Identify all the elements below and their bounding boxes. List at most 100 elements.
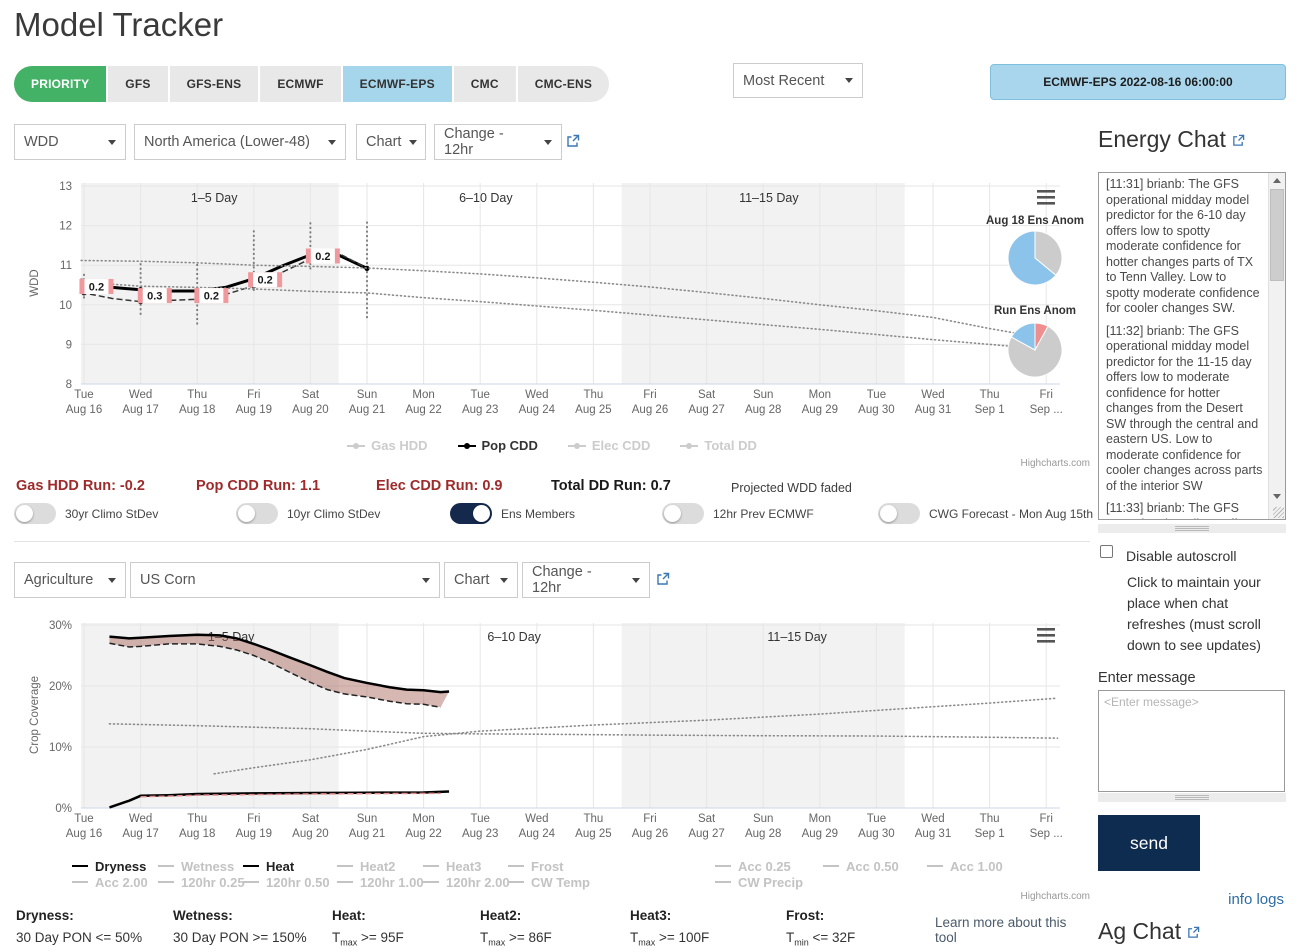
legend-item-elec-cdd[interactable]: Elec CDD [567, 438, 650, 453]
tab-priority[interactable]: PRIORITY [14, 66, 107, 102]
legend-item-heat3[interactable]: Heat3 [423, 858, 510, 874]
svg-text:Sep 1: Sep 1 [975, 404, 1005, 416]
legend-marker [567, 442, 586, 449]
legend-item-120hr-1-00[interactable]: 120hr 1.00 [337, 874, 424, 890]
svg-text:Aug 28: Aug 28 [745, 404, 781, 416]
legend-column: Acc 0.25 CW Precip [715, 858, 803, 890]
external-link-icon[interactable] [1232, 126, 1245, 153]
legend-label: Heat [266, 858, 295, 874]
legend-item-wetness[interactable]: Wetness [158, 858, 245, 874]
toggle-cwg-forecast-mon-aug-15th: CWG Forecast - Mon Aug 15th [878, 503, 1093, 524]
toggle-switch[interactable] [450, 503, 492, 524]
ag-select-3[interactable]: Chart [444, 562, 518, 598]
legend-item-frost[interactable]: Frost [508, 858, 590, 874]
input-resize-handle[interactable] [1098, 793, 1286, 802]
legend-item-pop-cdd[interactable]: Pop CDD [457, 438, 538, 453]
legend-item-120hr-2-00[interactable]: 120hr 2.00 [423, 874, 510, 890]
legend-label: Heat2 [360, 858, 396, 874]
svg-text:10%: 10% [49, 742, 72, 754]
legend-marker [508, 865, 524, 867]
run-stat: Total DD Run: 0.7 [551, 478, 671, 494]
toggle-label: CWG Forecast - Mon Aug 15th [929, 506, 1094, 521]
svg-text:Aug 21: Aug 21 [349, 404, 385, 416]
svg-text:Aug 22: Aug 22 [405, 404, 441, 416]
learn-more-link[interactable]: Learn more about this tool [935, 915, 1067, 945]
legend-item-acc-2-00[interactable]: Acc 2.00 [72, 874, 148, 890]
tab-cmc[interactable]: CMC [453, 66, 516, 102]
svg-text:9: 9 [66, 339, 72, 351]
tab-gfs-ens[interactable]: GFS-ENS [169, 66, 259, 102]
legend-item-acc-0-25[interactable]: Acc 0.25 [715, 858, 803, 874]
run-recency-select[interactable]: Most Recent [733, 63, 863, 98]
chart-context-menu-icon[interactable] [1037, 190, 1055, 205]
ag-select-4[interactable]: Change - 12hr [522, 562, 650, 598]
legend-item-heat2[interactable]: Heat2 [337, 858, 424, 874]
ag-select-2[interactable]: US Corn [130, 562, 440, 598]
disable-autoscroll-checkbox[interactable] [1100, 545, 1113, 558]
wdd-select-3[interactable]: Chart [356, 124, 426, 160]
chevron-down-icon [328, 139, 336, 145]
toggle-12hr-prev-ecmwf: 12hr Prev ECMWF [662, 503, 814, 524]
resize-grip-icon[interactable] [1273, 507, 1284, 518]
svg-text:Aug 27: Aug 27 [688, 828, 724, 840]
toggle-30yr-climo-stdev: 30yr Climo StDev [14, 503, 158, 524]
tab-ecmwf[interactable]: ECMWF [260, 66, 341, 102]
scroll-up-icon[interactable] [1273, 178, 1281, 183]
svg-text:Aug 30: Aug 30 [858, 828, 894, 840]
external-link-icon[interactable] [656, 572, 670, 586]
scrollbar-thumb[interactable] [1270, 189, 1284, 281]
toggle-label: 12hr Prev ECMWF [713, 506, 814, 521]
legend-item-heat[interactable]: Heat [243, 858, 330, 874]
definition-dryness: Dryness: 30 Day PON <= 50% [16, 908, 142, 945]
legend-item-acc-0-50[interactable]: Acc 0.50 [823, 858, 899, 874]
legend-item-gas-hdd[interactable]: Gas HDD [347, 438, 428, 453]
chat-scrollbar[interactable] [1268, 173, 1285, 519]
external-link-icon[interactable] [566, 134, 580, 148]
definition-wetness: Wetness: 30 Day PON >= 150% [173, 908, 307, 945]
legend-item-120hr-0-25[interactable]: 120hr 0.25 [158, 874, 245, 890]
external-link-icon[interactable] [1187, 918, 1200, 945]
svg-text:Fri: Fri [1039, 389, 1052, 401]
definition-heat: Heat: Tmax >= 95F [332, 908, 404, 948]
energy-chat-title: Energy Chat [1098, 126, 1226, 152]
svg-text:Thu: Thu [583, 813, 603, 825]
legend-label: 120hr 0.25 [181, 874, 245, 890]
tab-cmc-ens[interactable]: CMC-ENS [517, 66, 610, 102]
toggle-switch[interactable] [14, 503, 56, 524]
tab-gfs[interactable]: GFS [108, 66, 168, 102]
toggle-switch[interactable] [662, 503, 704, 524]
wdd-select-1[interactable]: WDD [14, 124, 126, 160]
legend-item-cw-precip[interactable]: CW Precip [715, 874, 803, 890]
info-logs-link[interactable]: info logs [1228, 891, 1284, 908]
chat-resize-handle[interactable] [1098, 524, 1286, 533]
legend-marker [927, 865, 943, 867]
legend-item-acc-1-00[interactable]: Acc 1.00 [927, 858, 1003, 874]
current-run-button[interactable]: ECMWF-EPS 2022-08-16 06:00:00 [990, 64, 1286, 100]
scroll-down-icon[interactable] [1273, 494, 1281, 499]
legend-item-cw-temp[interactable]: CW Temp [508, 874, 590, 890]
legend-marker [457, 442, 476, 449]
wdd-select-2[interactable]: North America (Lower-48) [134, 124, 346, 160]
chat-message-input[interactable] [1098, 690, 1285, 792]
legend-item-dryness[interactable]: Dryness [72, 858, 148, 874]
legend-label: Acc 0.25 [738, 858, 791, 874]
legend-item-total-dd[interactable]: Total DD [680, 438, 757, 453]
legend-item-120hr-0-50[interactable]: 120hr 0.50 [243, 874, 330, 890]
definition-formula: 30 Day PON <= 50% [16, 930, 143, 945]
wdd-select-4[interactable]: Change - 12hr [434, 124, 562, 160]
toggle-switch[interactable] [878, 503, 920, 524]
toggle-10yr-climo-stdev: 10yr Climo StDev [236, 503, 380, 524]
tab-ecmwf-eps[interactable]: ECMWF-EPS [342, 66, 452, 102]
enter-message-label: Enter message [1098, 670, 1196, 686]
send-button[interactable]: send [1098, 815, 1200, 871]
ag-select-1[interactable]: Agriculture [14, 562, 126, 598]
wdd-chart-legend: Gas HDD Pop CDD Elec CDD Total DD [14, 438, 1090, 453]
legend-marker [337, 881, 353, 883]
svg-text:Sun: Sun [357, 389, 377, 401]
svg-text:Tue: Tue [471, 389, 490, 401]
legend-label: 120hr 2.00 [446, 874, 510, 890]
svg-text:Aug 31: Aug 31 [915, 828, 951, 840]
toggle-switch[interactable] [236, 503, 278, 524]
run-recency-value: Most Recent [743, 72, 825, 89]
chart-context-menu-icon[interactable] [1037, 628, 1055, 643]
